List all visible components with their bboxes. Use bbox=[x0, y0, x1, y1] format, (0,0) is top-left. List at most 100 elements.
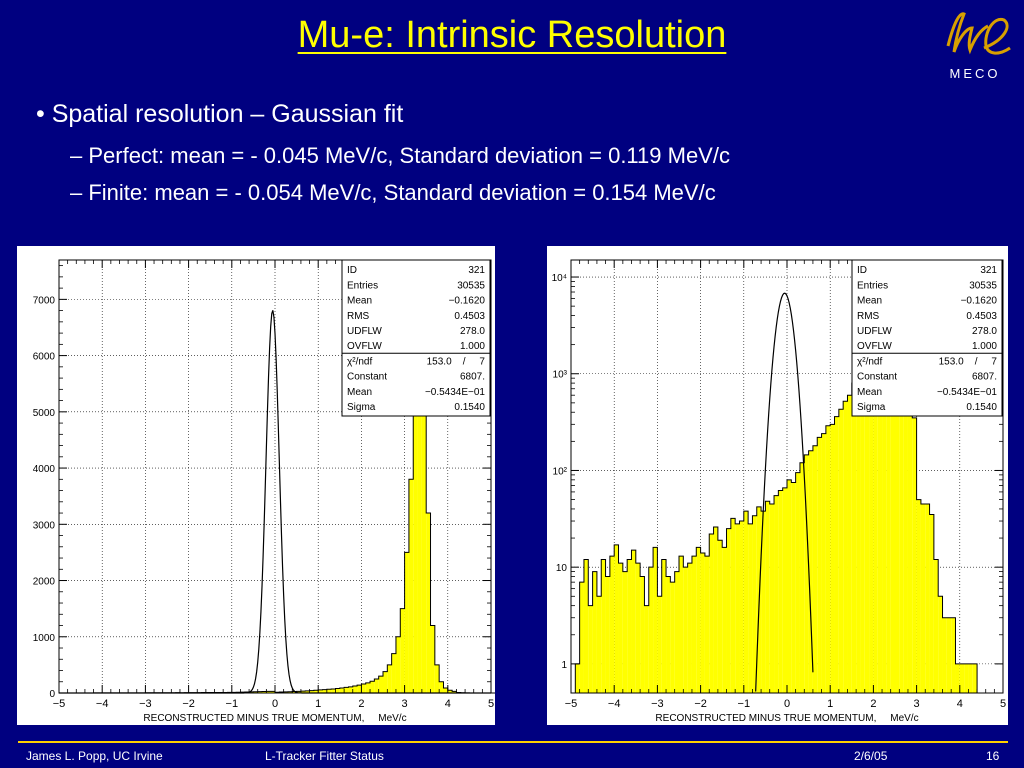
log-bar bbox=[895, 293, 900, 693]
linear-stats-value: −0.1620 bbox=[449, 296, 486, 307]
log-bar bbox=[925, 503, 930, 693]
log-bar bbox=[614, 544, 619, 693]
linear-bar bbox=[318, 689, 323, 693]
log-bar bbox=[951, 617, 956, 693]
linear-bar bbox=[292, 691, 297, 693]
log-stats-value: −0.5434E−01 bbox=[937, 387, 997, 398]
log-stats-label: RMS bbox=[857, 311, 880, 322]
linear-bar bbox=[253, 691, 258, 693]
log-bar bbox=[704, 556, 710, 693]
log-bar bbox=[631, 550, 636, 693]
linear-stats-value: 30535 bbox=[457, 280, 485, 291]
footer-page-number: 16 bbox=[986, 749, 1000, 763]
linear-stats-value: 321 bbox=[468, 265, 485, 276]
log-bar bbox=[618, 563, 623, 693]
log-bar bbox=[622, 571, 628, 693]
log-bar bbox=[774, 495, 779, 693]
histogram-log-panel: 1 10 10² 10³ 10⁴ −5 −4 −3 −2 −1 0 1 2 3 4 5 RECONSTRUCTE… bbox=[547, 246, 1008, 725]
linear-bar bbox=[370, 681, 375, 693]
linear-bar bbox=[305, 690, 310, 693]
log-bar bbox=[843, 401, 848, 693]
log-bar bbox=[890, 297, 895, 693]
log-bar bbox=[946, 617, 952, 693]
linear-bar bbox=[357, 685, 362, 693]
log-xtick-label: −1 bbox=[738, 698, 751, 710]
log-bar bbox=[683, 567, 688, 693]
sub-bullet-finite: – Finite: mean = - 0.054 MeV/c, Standard… bbox=[70, 180, 716, 205]
linear-bar bbox=[270, 691, 275, 693]
meco-logo: MECO bbox=[946, 12, 1011, 81]
linear-xtick-label: 5 bbox=[488, 698, 494, 710]
linear-bar bbox=[404, 552, 409, 693]
linear-bar bbox=[383, 671, 388, 693]
log-bar bbox=[609, 556, 615, 693]
log-bar bbox=[748, 523, 753, 693]
log-bar bbox=[787, 479, 792, 693]
linear-stats-box bbox=[341, 259, 491, 417]
linear-bar bbox=[447, 690, 453, 693]
linear-stats-value: 0.1540 bbox=[454, 402, 485, 413]
log-bar bbox=[674, 571, 679, 693]
log-stats-label: Constant bbox=[857, 372, 897, 383]
log-stats-value: 0.1540 bbox=[966, 402, 997, 413]
log-gaussian-fit-curve bbox=[755, 292, 814, 692]
log-xtick-label: 0 bbox=[784, 698, 790, 710]
log-bar bbox=[942, 617, 947, 693]
log-bar bbox=[709, 534, 714, 693]
linear-bar bbox=[262, 691, 267, 693]
linear-ytick-label: 0 bbox=[49, 689, 55, 700]
log-bar bbox=[929, 514, 934, 693]
linear-xtick-label: −2 bbox=[182, 698, 195, 710]
log-bar bbox=[938, 596, 943, 693]
linear-stats-label: RMS bbox=[347, 311, 370, 322]
log-bar bbox=[661, 559, 667, 693]
log-bar bbox=[799, 462, 805, 693]
log-bar bbox=[726, 528, 731, 693]
linear-stats-value: 0.4503 bbox=[454, 311, 485, 322]
linear-bar bbox=[417, 304, 422, 693]
log-bar bbox=[765, 501, 770, 693]
log-bar bbox=[851, 383, 857, 693]
log-xtick-label: 5 bbox=[1000, 698, 1006, 710]
log-bar bbox=[955, 663, 960, 693]
log-bar bbox=[739, 521, 744, 693]
linear-bar bbox=[335, 688, 340, 693]
linear-bar bbox=[322, 689, 327, 693]
log-x-axis-label: RECONSTRUCTED MINUS TRUE MOMENTUM, MeV/c bbox=[655, 713, 918, 724]
log-bar bbox=[834, 416, 839, 693]
log-ytick-label: 1 bbox=[561, 660, 567, 671]
linear-bar bbox=[361, 684, 366, 693]
log-xtick-label: 2 bbox=[870, 698, 876, 710]
linear-bar bbox=[257, 691, 263, 693]
log-bar bbox=[666, 576, 671, 693]
log-ytick-label: 10 bbox=[556, 563, 568, 574]
linear-bar bbox=[313, 690, 319, 693]
linear-x-axis-label: RECONSTRUCTED MINUS TRUE MOMENTUM, MeV/c bbox=[143, 713, 406, 724]
linear-stats-value: 6807. bbox=[460, 372, 485, 383]
linear-bar bbox=[413, 400, 418, 693]
log-bar bbox=[648, 567, 654, 693]
linear-ytick-label: 4000 bbox=[33, 464, 56, 475]
linear-bar bbox=[326, 689, 332, 693]
log-bar bbox=[795, 472, 800, 693]
log-bar bbox=[713, 527, 718, 693]
bullet-spatial-resolution: • Spatial resolution – Gaussian fit bbox=[36, 100, 404, 128]
footer-author: James L. Popp, UC Irvine bbox=[26, 749, 163, 763]
linear-bar bbox=[387, 664, 392, 693]
log-bar bbox=[687, 563, 692, 693]
linear-ytick-label: 1000 bbox=[33, 633, 56, 644]
log-bar bbox=[959, 663, 965, 693]
linear-bar bbox=[309, 690, 314, 693]
log-bar bbox=[899, 302, 904, 693]
log-bar bbox=[653, 547, 658, 693]
log-stats-label: ID bbox=[857, 265, 867, 276]
log-bar bbox=[903, 319, 908, 693]
log-bar bbox=[873, 342, 878, 693]
linear-xtick-label: 0 bbox=[272, 698, 278, 710]
linear-bar bbox=[430, 625, 435, 693]
linear-xtick-label: −5 bbox=[53, 698, 66, 710]
log-bar bbox=[821, 433, 826, 693]
linear-ytick-label: 6000 bbox=[33, 352, 56, 363]
log-bar bbox=[752, 515, 757, 693]
linear-bar bbox=[391, 653, 396, 693]
